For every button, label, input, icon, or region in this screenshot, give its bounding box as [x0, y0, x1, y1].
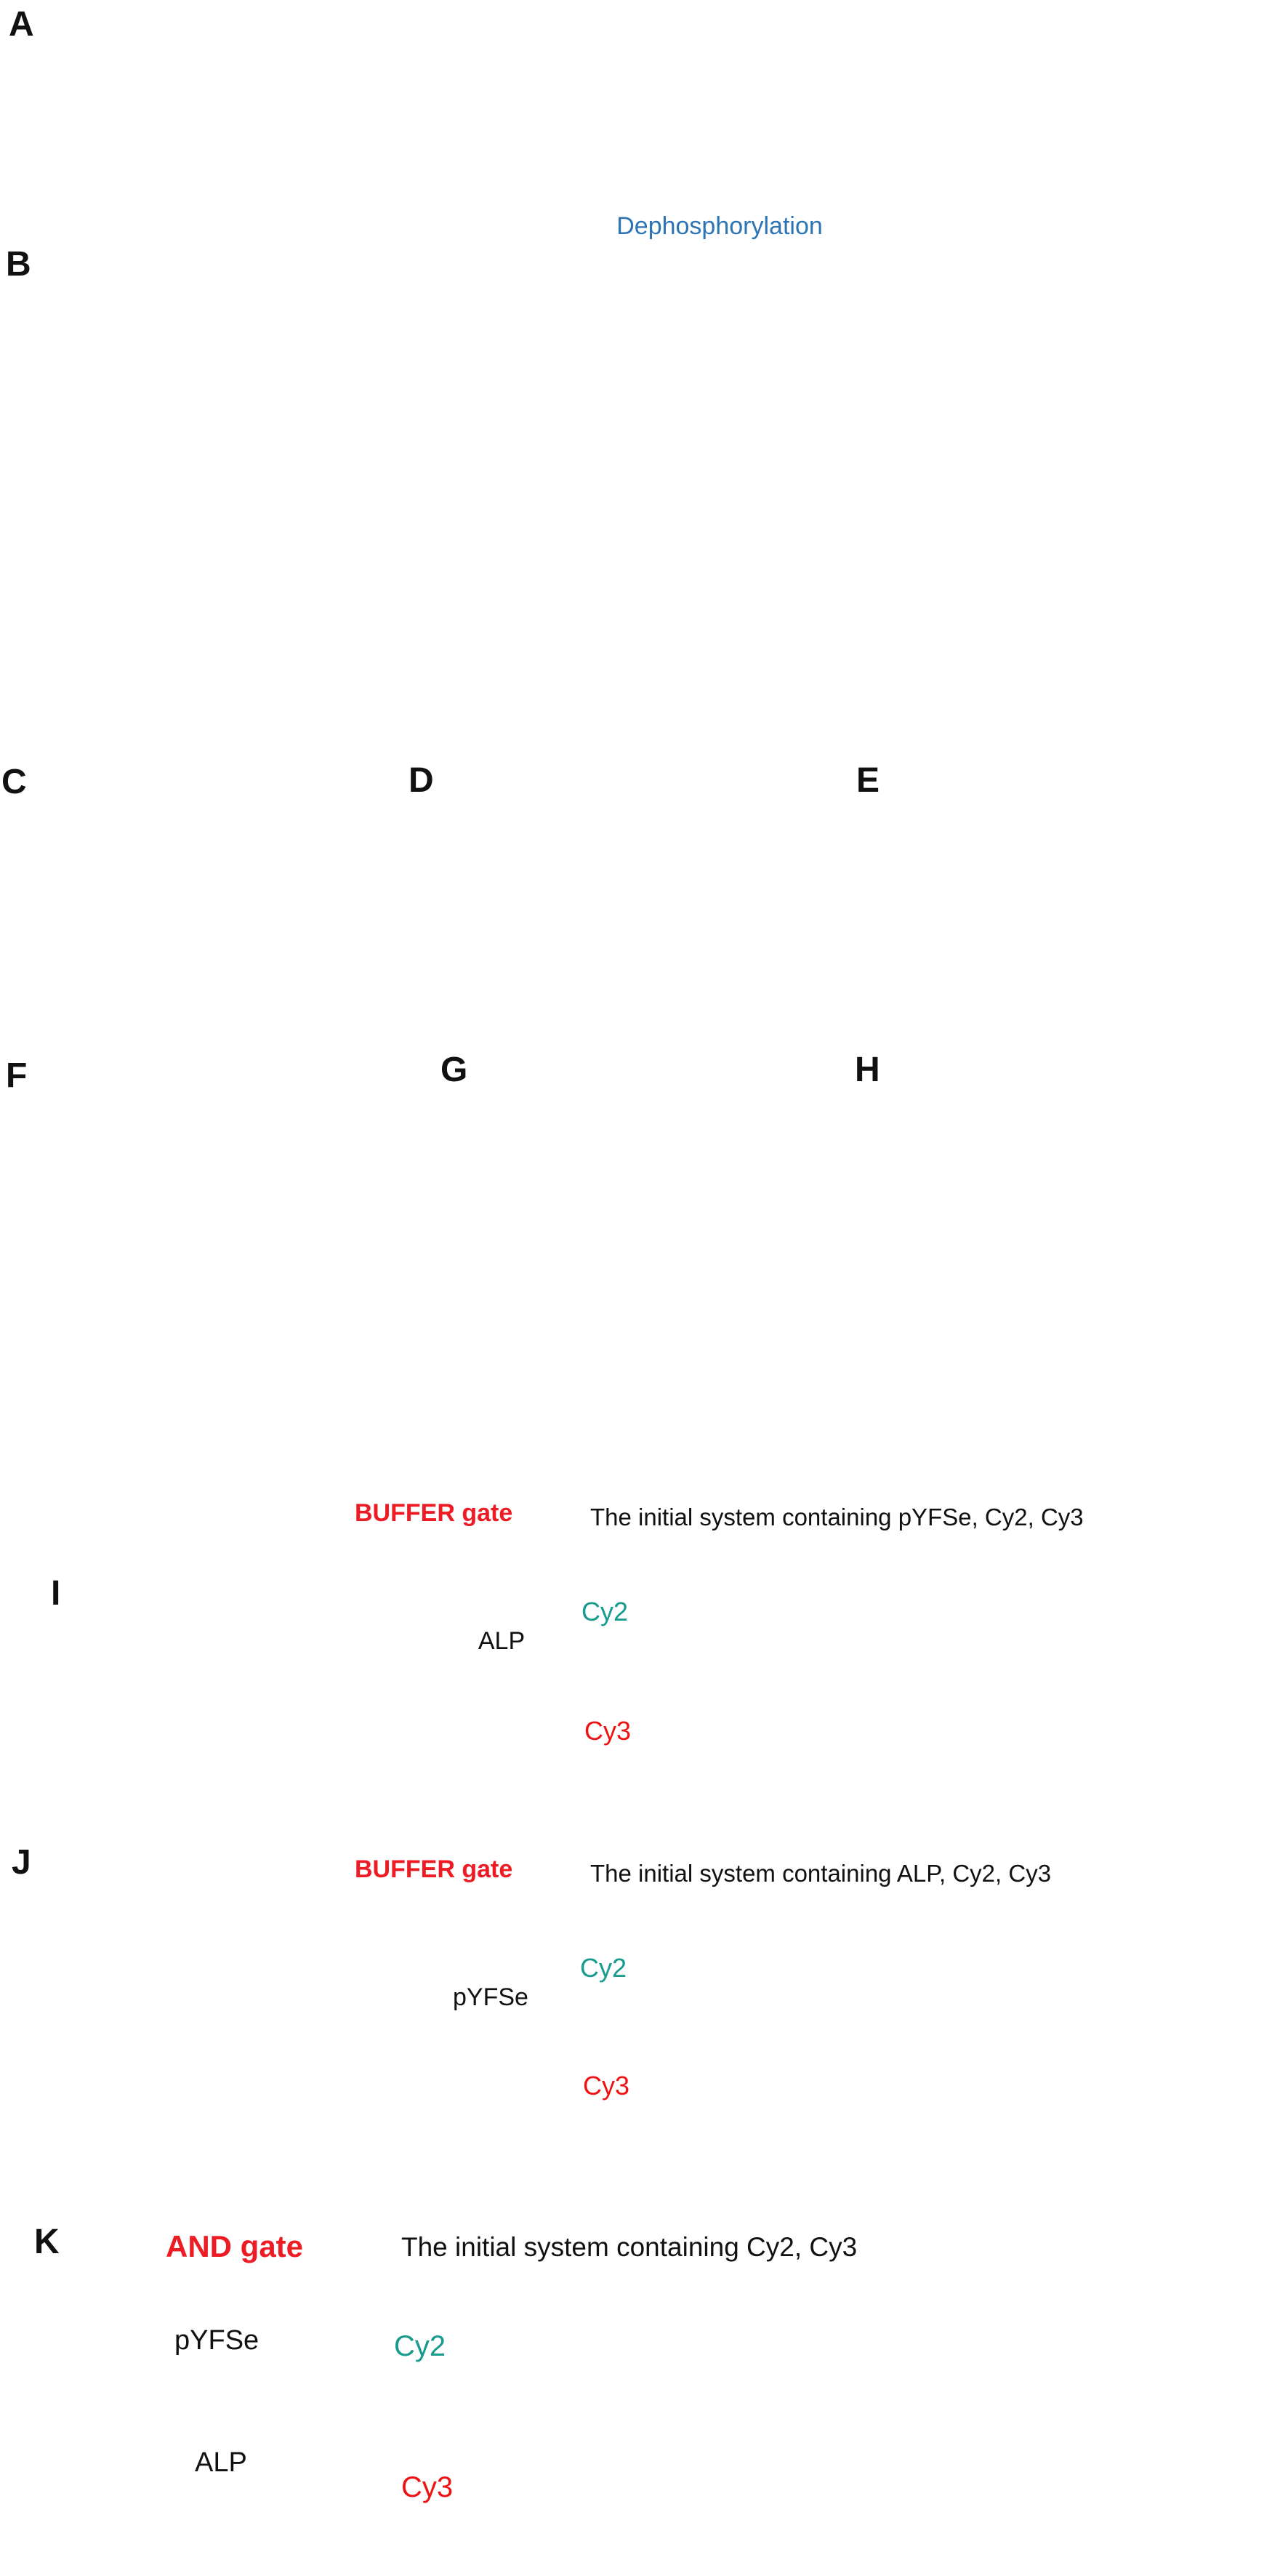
panel-b-micrographs: [0, 240, 1288, 760]
panel-label-g: G: [440, 1051, 468, 1089]
panel-a-scheme: [0, 0, 1288, 247]
buffer-gate-diagram-j: [407, 1839, 916, 2188]
gate-i-title: The initial system containing pYFSe, Cy2…: [590, 1504, 1084, 1530]
panel-label-d: D: [408, 761, 434, 800]
gate-i-cy2-label: Cy2: [581, 1597, 629, 1626]
chart-spectrum-with-alp: [0, 1483, 363, 1847]
chart-number-vs-time: [0, 763, 407, 1054]
gate-k-input1-label: pYFSe: [174, 2325, 259, 2356]
chart-emission-spectra-time: [436, 1051, 858, 1490]
panel-label-f: F: [6, 1056, 28, 1095]
chart-intensity-vs-time: [407, 763, 852, 1054]
panel-f-micrographs: [0, 1054, 436, 1440]
gate-j-label: BUFFER gate: [355, 1855, 513, 1883]
gate-k-label: AND gate: [166, 2229, 304, 2263]
gate-j-cy2-label: Cy2: [580, 1953, 627, 1983]
and-gate-diagram-k: [109, 2250, 778, 2576]
panel-label-b: B: [6, 245, 31, 284]
chart-diameter-vs-time: [850, 763, 1288, 1054]
panel-label-e: E: [856, 761, 880, 800]
gate-j-title: The initial system containing ALP, Cy2, …: [590, 1860, 1052, 1887]
gate-k-cy3-label: Cy3: [401, 2471, 454, 2503]
panel-label-i: I: [51, 1574, 61, 1613]
panel-label-h: H: [855, 1051, 880, 1089]
gate-k-input2-label: ALP: [195, 2447, 247, 2478]
panel-label-c: C: [1, 763, 27, 801]
panel-label-j: J: [12, 1843, 31, 1882]
panel-label-k: K: [34, 2223, 60, 2261]
dephosphorylation-label: Dephosphorylation: [616, 212, 823, 240]
gate-i-input-label: ALP: [478, 1627, 526, 1655]
gate-i-cy3-label: Cy3: [584, 1716, 632, 1746]
gate-k-title: The initial system containing Cy2, Cy3: [401, 2232, 858, 2262]
chart-kinetics-alp-units: [836, 1051, 1288, 1490]
gate-j-cy3-label: Cy3: [583, 2071, 630, 2100]
gate-k-cy2-label: Cy2: [394, 2330, 446, 2362]
gate-i-label: BUFFER gate: [355, 1499, 513, 1527]
gate-j-input-label: pYFSe: [453, 1983, 528, 2011]
panel-label-a: A: [9, 5, 34, 44]
chart-spectrum-with-pyfse: [0, 1847, 363, 2218]
